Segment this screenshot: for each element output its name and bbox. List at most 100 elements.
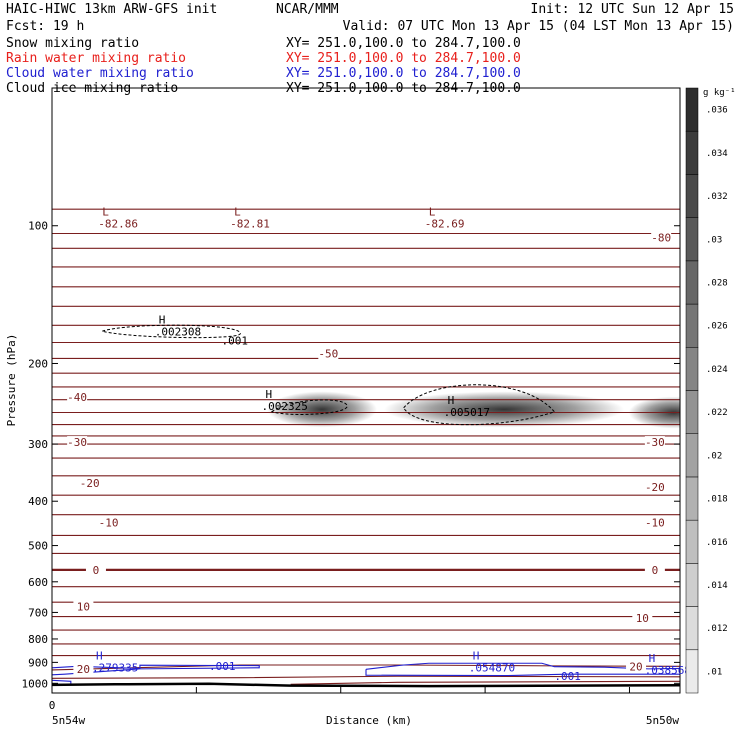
x-tick-label-0: 0: [49, 699, 56, 712]
field-xy: XY= 251.0,100.0 to 284.7,100.0: [286, 66, 521, 81]
y-tick-label: 500: [28, 540, 48, 553]
colorbar-unit: g kg⁻¹: [703, 88, 736, 98]
contour-label: .001: [554, 670, 581, 683]
temperature-label-bg: [73, 600, 94, 613]
extremum-mark: L: [102, 206, 109, 219]
temperature-contour: [52, 585, 680, 588]
plot-frame: [51, 87, 681, 694]
temperature-label-bg: [626, 660, 647, 673]
cloud-ice-contour: [403, 384, 556, 426]
header-valid: Valid: 07 UTC Mon 13 Apr 15 (04 LST Mon …: [343, 19, 734, 34]
header-fcst: Fcst: 19 h: [6, 19, 84, 34]
field-name: Rain water mixing ratio: [6, 51, 186, 66]
temperature-label-bg: [67, 436, 88, 449]
temperature-contour: [52, 232, 680, 235]
colorbar-tick-label: .028: [706, 278, 728, 288]
extremum-value: .054870: [469, 661, 515, 674]
temperature-contour: [52, 357, 680, 360]
colorbar-tick-label: .018: [706, 495, 728, 505]
temperature-contour: [52, 247, 680, 250]
colorbar-segment: [685, 433, 699, 478]
temperature-contour: [52, 568, 680, 572]
extremum-value: .038568: [645, 664, 691, 677]
colorbar-segment: [685, 174, 699, 218]
temperature-contour: [52, 534, 680, 537]
temperature-label: 10: [77, 601, 90, 614]
fields-legend: Snow mixing ratio XY= 251.0,100.0 to 284.…: [6, 36, 521, 96]
x-start-label: 5n54w: [52, 714, 85, 727]
temperature-label-bg: [85, 563, 106, 576]
temperature-label-bg: [632, 612, 653, 625]
temperature-contour: [52, 642, 680, 645]
temperature-label: 10: [636, 612, 649, 625]
y-tick-label: 900: [28, 656, 48, 669]
extremum-mark: H: [96, 649, 103, 662]
temperature-contour: [52, 664, 680, 671]
temperature-label: -30: [67, 436, 87, 449]
temperature-label: -80: [651, 231, 671, 244]
temperature-contour: [52, 411, 680, 414]
colorbar-tick-label: .01: [706, 667, 722, 677]
header-init: Init: 12 UTC Sun 12 Apr 15: [531, 2, 735, 17]
cloud-water-contour: [365, 669, 680, 677]
temperature-label: 20: [629, 660, 642, 673]
extremum-value: .002325: [262, 400, 308, 413]
x-end-label: 5n50w: [646, 714, 679, 727]
colorbar-tick-label: .012: [706, 624, 728, 634]
ice-shading: [384, 391, 625, 428]
field-xy: XY= 251.0,100.0 to 284.7,100.0: [286, 36, 521, 51]
y-tick-label: 1000: [22, 677, 49, 690]
temperature-contour: [52, 443, 680, 446]
temperature-contour: [52, 615, 680, 618]
field-name: Cloud water mixing ratio: [6, 66, 194, 81]
temperature-label-bg: [73, 662, 94, 675]
extremum-value: -82.86: [98, 218, 138, 231]
colorbar-tick-label: .016: [706, 538, 728, 548]
contour-label: .001: [222, 334, 249, 347]
temperature-contour: [52, 208, 680, 211]
temperature-label-bg: [67, 391, 88, 404]
temperature-contour: [52, 265, 680, 268]
temperature-contour: [52, 398, 680, 401]
extremum-mark: L: [234, 206, 241, 219]
contour-label: .001: [209, 660, 236, 673]
colorbar-tick-label: .026: [706, 322, 728, 332]
cloud-ice-contour: [270, 399, 348, 415]
temperature-contour: [52, 601, 680, 604]
temperature-contour: [52, 513, 680, 516]
colorbar-tick-label: .024: [706, 365, 728, 375]
extremum-mark: H: [159, 314, 166, 327]
extremum-value: -82.81: [230, 218, 270, 231]
temperature-contour: [52, 552, 680, 555]
temperature-contour: [52, 494, 680, 497]
temperature-label: -30: [645, 436, 665, 449]
temperature-label-bg: [318, 347, 339, 360]
temperature-contour: [52, 372, 680, 375]
temperature-contour: [52, 305, 680, 308]
extremum-value: -82.69: [425, 218, 465, 231]
field-xy: XY= 251.0,100.0 to 284.7,100.0: [286, 51, 521, 66]
cloud-water-contour: [52, 679, 72, 685]
colorbar-segment: [685, 476, 699, 521]
extremum-mark: H: [473, 649, 480, 662]
extremum-mark: H: [448, 394, 455, 407]
colorbar-segment: [685, 347, 699, 391]
extremum-value: .002308: [155, 326, 201, 339]
temperature-contour: [52, 423, 680, 426]
temperature-label: 0: [93, 564, 100, 577]
temperature-label-bg: [644, 563, 665, 576]
colorbar-tick-label: .032: [706, 192, 728, 202]
temperature-contour: [52, 457, 680, 460]
temperature-contour: [52, 629, 680, 632]
field-name: Snow mixing ratio: [6, 36, 139, 51]
colorbar-tick-label: .014: [706, 581, 728, 591]
header-title: HAIC-HIWC 13km ARW-GFS init: [6, 2, 217, 17]
y-tick-label: 400: [28, 495, 48, 508]
y-axis-title: Pressure (hPa): [5, 334, 18, 427]
temperature-label-bg: [644, 480, 665, 493]
y-tick-label: 600: [28, 576, 48, 589]
temperature-label: -50: [318, 347, 338, 360]
colorbar-segment: [685, 87, 699, 132]
colorbar-segment: [685, 390, 699, 434]
